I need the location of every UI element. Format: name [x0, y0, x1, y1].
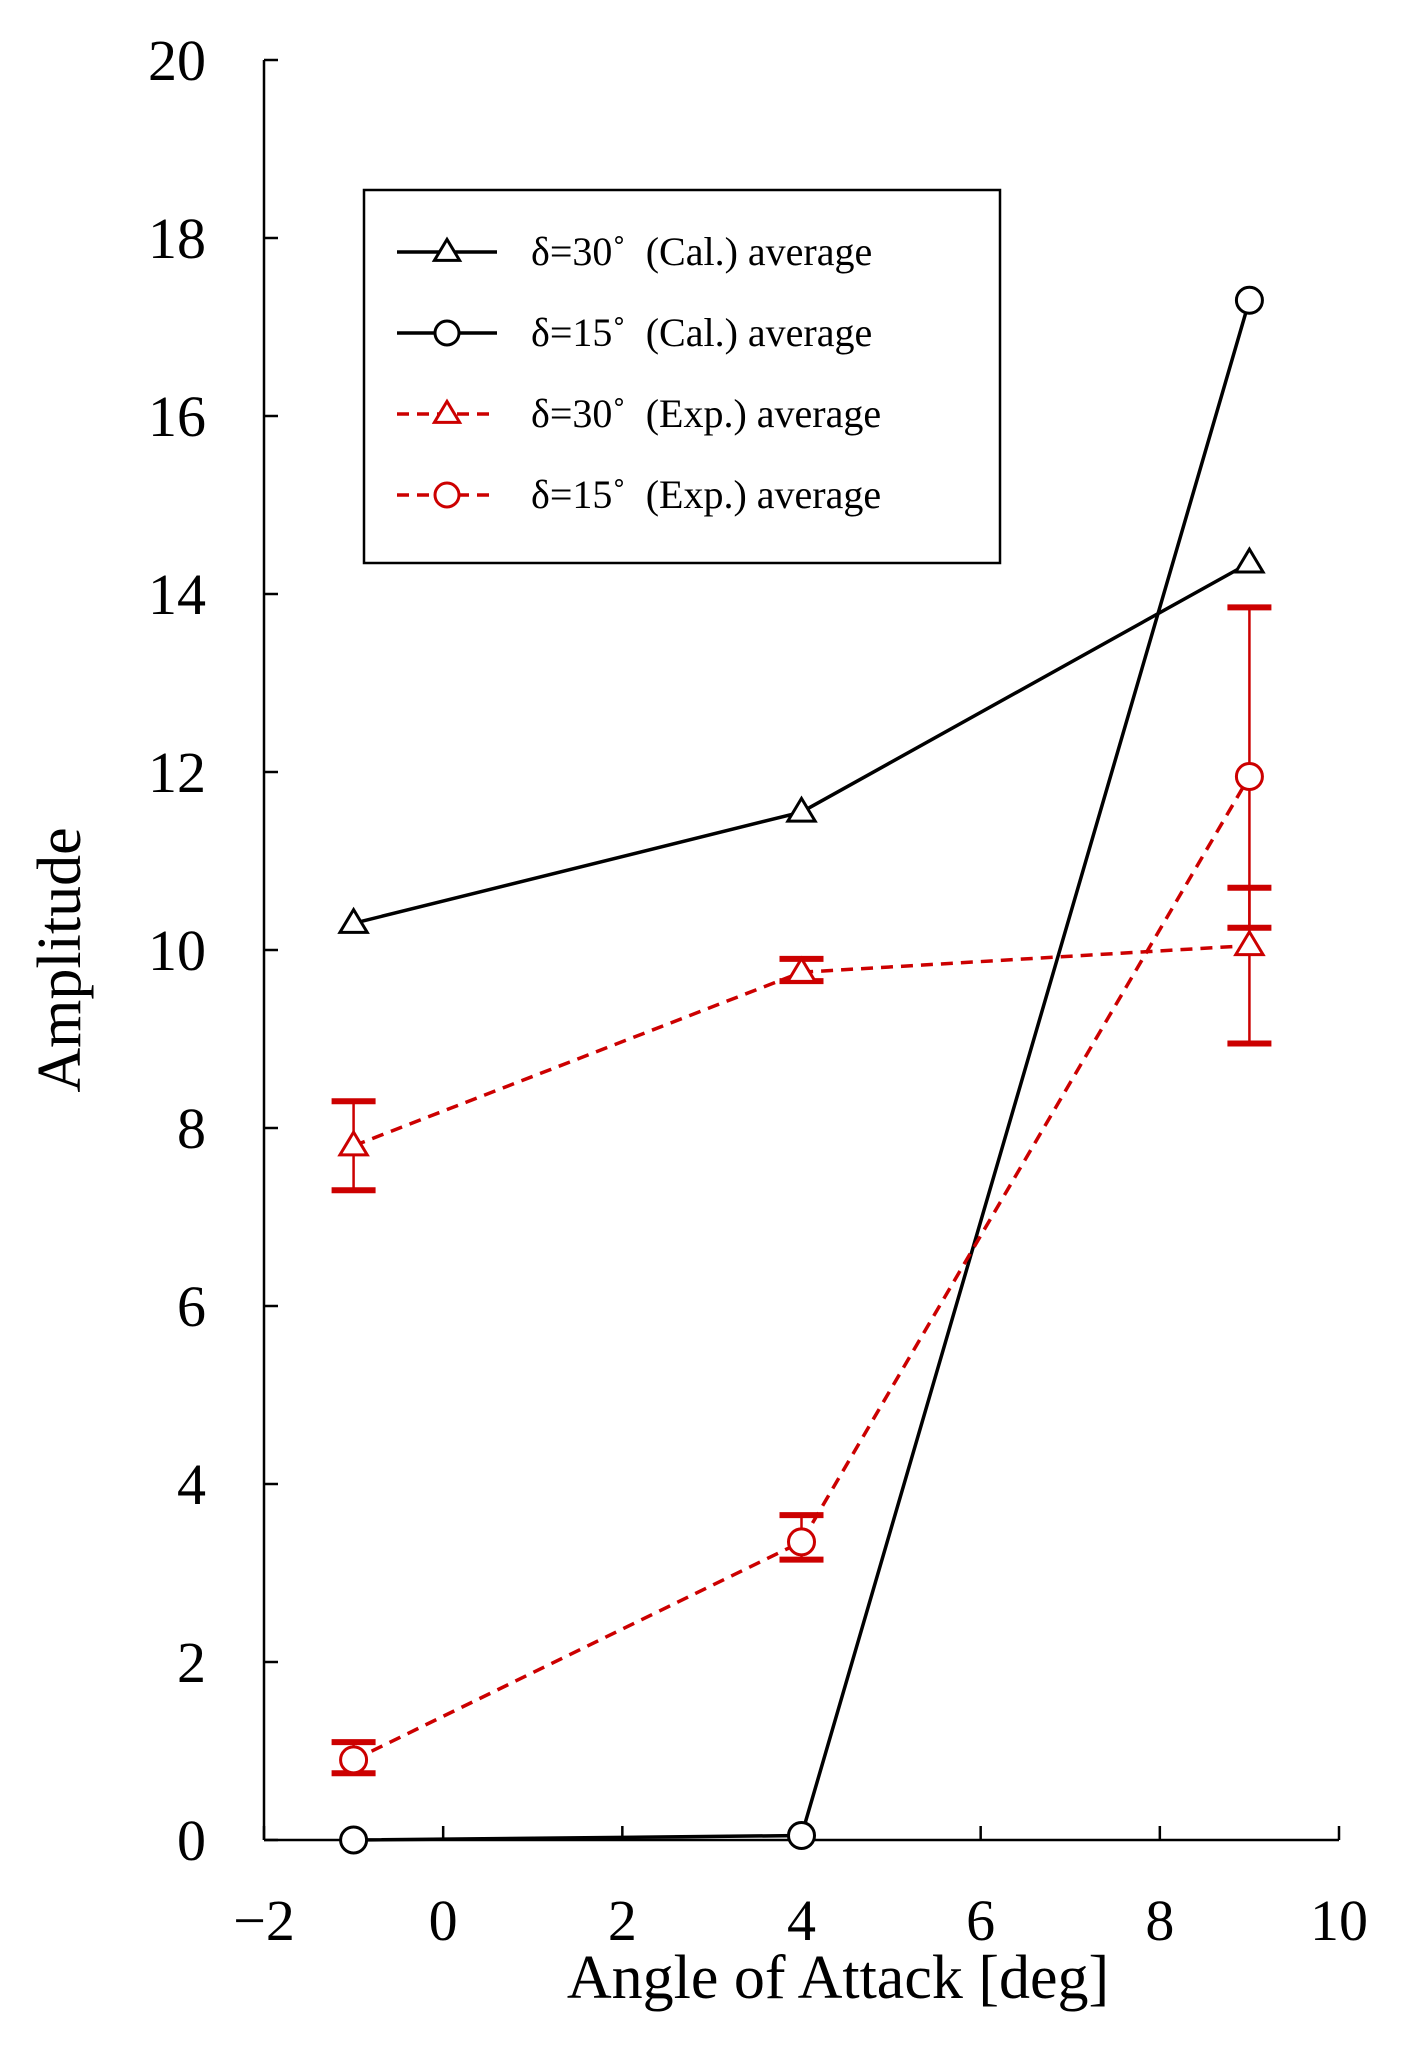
data-point: [337, 1129, 370, 1157]
data-point: [339, 1825, 369, 1855]
y-tick-label: 8: [177, 1096, 206, 1161]
legend-label: δ=30˚ (Cal.) average: [531, 229, 872, 274]
data-point: [339, 1745, 369, 1775]
legend-item: δ=30˚ (Cal.) average: [397, 229, 872, 274]
axes: 0 2 4 6 8 10 12 14 16 18 20 −2 0 2 4 6 8 10: [148, 28, 1368, 1953]
data-point: [785, 955, 818, 983]
data-point: [1233, 928, 1266, 957]
x-tick-label: 4: [787, 1888, 816, 1953]
legend: δ=30˚ (Cal.) average δ=15˚ (Cal.) average…: [362, 188, 1002, 565]
data-point: [1234, 285, 1264, 315]
y-axis-label: Amplitude: [26, 827, 94, 1092]
y-tick-label: 18: [148, 206, 206, 271]
legend-label: δ=30˚ (Exp.) average: [531, 391, 881, 436]
y-tick-label: 6: [177, 1274, 206, 1339]
x-tick-label: 0: [429, 1888, 458, 1953]
data-point: [433, 481, 461, 509]
data-point: [431, 398, 463, 424]
data-point: [785, 795, 818, 823]
y-tick-label: 0: [177, 1808, 206, 1873]
data-point: [431, 236, 463, 262]
y-tick-label: 20: [148, 28, 206, 93]
data-point: [787, 1821, 816, 1851]
y-tick-label: 16: [148, 384, 206, 449]
y-tick-label: 12: [148, 740, 206, 805]
legend-item: δ=15˚ (Exp.) average: [397, 472, 881, 517]
series-2: [331, 884, 1272, 1194]
legend-label: δ=15˚ (Exp.) average: [531, 472, 881, 517]
x-tick-label: 10: [1310, 1888, 1368, 1953]
x-tick-label: 8: [1145, 1888, 1174, 1953]
data-point: [433, 319, 461, 347]
legend-label: δ=15˚ (Cal.) average: [531, 310, 872, 355]
y-tick-label: 14: [148, 562, 206, 627]
data-point: [787, 1527, 816, 1557]
y-tick-label: 4: [177, 1452, 206, 1517]
legend-item: δ=15˚ (Cal.) average: [397, 310, 872, 355]
data-point: [1234, 761, 1264, 791]
legend-item: δ=30˚ (Exp.) average: [397, 391, 881, 436]
series-1: [339, 285, 1264, 1855]
series-line: [352, 775, 1251, 1762]
x-tick-label: −2: [233, 1888, 295, 1953]
series-line: [353, 561, 1251, 925]
y-tick-label: 10: [148, 918, 206, 983]
data-point: [337, 906, 370, 934]
series-layer: [331, 285, 1272, 1855]
x-axis-label: Angle of Attack [deg]: [567, 1944, 1109, 2012]
series-0: [337, 546, 1266, 934]
series-3: [331, 604, 1272, 1777]
x-tick-label: 6: [966, 1888, 995, 1953]
x-tick-label: 2: [608, 1888, 637, 1953]
y-tick-label: 2: [177, 1630, 206, 1695]
data-point: [1233, 546, 1266, 574]
